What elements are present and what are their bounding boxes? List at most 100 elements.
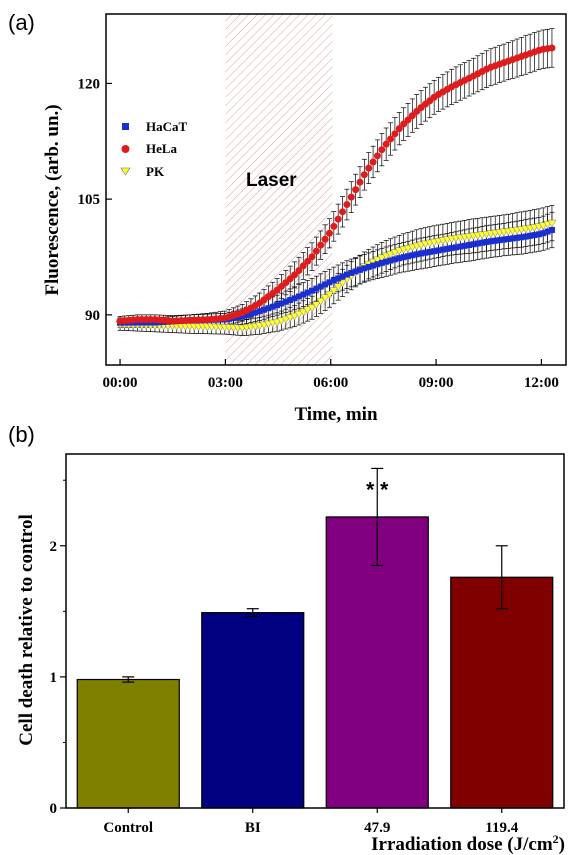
- point-pk: [316, 297, 326, 306]
- point-hacat: [396, 255, 403, 262]
- y-axis-title-b: Cell death relative to control: [16, 514, 37, 745]
- point-hacat: [431, 248, 438, 255]
- point-hacat: [444, 245, 451, 252]
- point-pk: [390, 249, 400, 257]
- x-tick-label-a: 06:00: [313, 375, 348, 391]
- y-axis-title-a: Fluorescence, (arb. un.): [42, 104, 63, 295]
- point-hacat: [452, 244, 459, 251]
- laser-label: Laser: [246, 170, 297, 191]
- point-hela: [391, 130, 399, 138]
- point-hela: [365, 164, 373, 172]
- point-hela: [408, 112, 416, 120]
- point-hacat: [330, 277, 337, 284]
- legend-item-pk: PK: [120, 164, 165, 179]
- point-hacat: [278, 300, 285, 307]
- y-tick-label-b: 2: [50, 539, 58, 555]
- point-hela: [299, 262, 307, 270]
- point-hacat: [487, 238, 494, 245]
- y-tick-label-b: 0: [50, 801, 58, 817]
- legend-marker-hela: [121, 145, 130, 153]
- point-hacat: [356, 266, 363, 273]
- point-hacat: [548, 227, 555, 233]
- point-pk: [547, 219, 557, 228]
- point-hacat: [418, 250, 425, 257]
- point-hacat: [400, 254, 407, 261]
- point-hacat: [391, 256, 398, 263]
- x-axis-title-b-superscript: 2: [553, 832, 559, 846]
- point-hacat: [461, 242, 468, 249]
- legend-label-hela: HeLa: [146, 141, 178, 156]
- point-hela: [548, 44, 556, 52]
- point-hela: [295, 266, 303, 274]
- point-hacat: [509, 235, 516, 242]
- point-hacat: [479, 239, 486, 246]
- point-pk: [325, 291, 334, 299]
- point-hela: [373, 152, 381, 160]
- point-hacat: [409, 252, 416, 259]
- point-hacat: [500, 236, 507, 243]
- point-hacat: [505, 235, 512, 242]
- panel-a-label: (a): [8, 10, 35, 35]
- point-hacat: [326, 279, 333, 286]
- point-hacat: [322, 281, 329, 288]
- point-hacat: [352, 268, 359, 275]
- point-hacat: [422, 249, 429, 256]
- point-pk: [320, 294, 330, 303]
- legend-label-pk: PK: [146, 164, 165, 179]
- point-hacat: [370, 262, 377, 269]
- y-tick-label-a: 90: [85, 308, 100, 324]
- point-hacat: [256, 308, 263, 315]
- point-hacat: [313, 285, 320, 292]
- point-hacat: [404, 253, 411, 260]
- x-axis-title-a: Time, min: [294, 404, 377, 425]
- point-hacat: [274, 302, 281, 309]
- x-ticks-a: 00:00 03:00 06:00 09:00 12:00: [103, 359, 559, 391]
- panel-a: (a) Laser 00:00 03:00 06:00 09:00 12:00 90 10…: [8, 10, 567, 425]
- x-tick-label-b: 47.9: [364, 820, 390, 836]
- x-tick-label-b: 119.4: [485, 820, 518, 836]
- point-hacat: [426, 248, 433, 255]
- point-hela: [387, 135, 395, 143]
- panel-b-label: (b): [8, 422, 35, 447]
- point-hela: [352, 186, 360, 194]
- point-hacat: [439, 246, 446, 253]
- point-hacat: [361, 265, 368, 272]
- point-hacat: [540, 230, 547, 237]
- y-tick-label-b: 1: [50, 670, 58, 686]
- point-hela: [360, 171, 368, 179]
- point-hacat: [335, 275, 342, 282]
- point-hacat: [252, 309, 259, 316]
- point-hacat: [243, 312, 250, 319]
- point-hela: [395, 125, 403, 133]
- point-hacat: [387, 257, 394, 264]
- legend-a: HaCaT HeLa PK: [120, 119, 188, 179]
- point-pk: [298, 308, 308, 317]
- point-hela: [343, 201, 351, 209]
- point-hela: [312, 247, 320, 255]
- x-tick-label-a: 00:00: [103, 375, 138, 391]
- point-pk: [307, 304, 317, 313]
- point-hela: [347, 193, 355, 201]
- bar-bi: [201, 612, 305, 809]
- x-axis-title-b-text: Irradiation dose (J/cm: [371, 834, 553, 855]
- point-hacat: [435, 247, 442, 254]
- point-hacat: [535, 231, 542, 238]
- point-hacat: [514, 234, 521, 241]
- point-pk: [303, 306, 313, 315]
- point-pk: [377, 254, 387, 263]
- y-tick-label-a: 120: [78, 76, 101, 92]
- legend-item-hela: HeLa: [121, 141, 178, 156]
- point-hacat: [339, 273, 346, 280]
- bars: [76, 467, 554, 809]
- point-hacat: [378, 259, 385, 266]
- point-hacat: [522, 233, 529, 240]
- point-hela: [291, 271, 299, 279]
- point-hela: [317, 241, 325, 249]
- point-hela: [321, 235, 329, 243]
- legend-label-hacat: HaCaT: [146, 119, 188, 134]
- point-hacat: [531, 232, 538, 239]
- plot-frame-a: [105, 13, 567, 366]
- x-tick-label-b: BI: [245, 820, 261, 836]
- point-hacat: [239, 313, 246, 320]
- point-hela: [330, 222, 338, 230]
